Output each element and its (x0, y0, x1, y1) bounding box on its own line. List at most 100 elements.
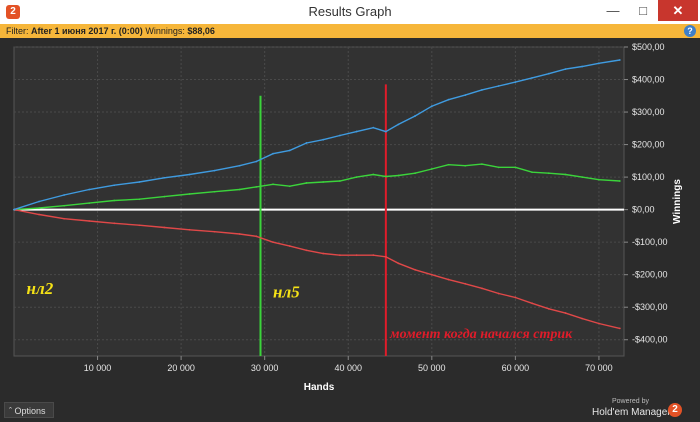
data-point-non_showdown (163, 226, 166, 229)
options-button[interactable]: ˆ Options (4, 402, 54, 418)
data-point-showdown (372, 126, 375, 129)
x-tick-label: 30 000 (251, 363, 279, 373)
data-point-showdown (531, 77, 533, 79)
data-point-net_won (384, 175, 387, 178)
data-point-showdown (255, 160, 258, 163)
x-tick-label: 60 000 (502, 363, 530, 373)
data-point-non_showdown (305, 249, 308, 252)
x-tick-label: 50 000 (418, 363, 446, 373)
x-tick-label: 70 000 (585, 363, 613, 373)
data-point-non_showdown (447, 278, 450, 281)
data-point-showdown (481, 89, 483, 91)
data-point-net_won (322, 181, 325, 183)
data-point-showdown (163, 176, 166, 179)
data-point-non_showdown (88, 220, 91, 222)
data-point-non_showdown (397, 262, 400, 265)
help-icon[interactable]: ? (684, 25, 696, 37)
data-point-non_showdown (581, 317, 584, 320)
data-point-showdown (213, 169, 216, 172)
data-point-showdown (564, 68, 567, 71)
close-button[interactable]: ✕ (658, 0, 698, 21)
filter-bar: Filter: After 1 июня 2017 г. (0:00) Winn… (0, 24, 700, 38)
data-point-showdown (272, 152, 274, 155)
y-tick-label: $200,00 (632, 140, 665, 150)
y-tick-label: -$300,00 (632, 302, 668, 312)
annotation: момент когда начался стрик (389, 327, 573, 342)
data-point-showdown (497, 85, 500, 87)
maximize-button[interactable]: □ (639, 3, 647, 18)
data-point-showdown (414, 115, 416, 117)
x-tick-label: 40 000 (334, 363, 362, 373)
data-point-non_showdown (497, 292, 500, 295)
data-point-showdown (598, 62, 600, 65)
annotation: нл5 (273, 282, 300, 301)
minimize-button[interactable]: — (606, 3, 620, 18)
data-point-showdown (88, 188, 91, 191)
data-point-net_won (531, 171, 533, 174)
data-point-net_won (447, 163, 450, 166)
y-tick-label: -$100,00 (632, 237, 668, 247)
y-tick-label: -$200,00 (632, 270, 668, 280)
data-point-net_won (63, 204, 66, 207)
y-tick-label: $500,00 (632, 42, 665, 52)
data-point-non_showdown (38, 213, 40, 216)
filter-text: Filter: After 1 июня 2017 г. (0:00) Winn… (6, 24, 215, 38)
y-axis-title: Winnings (672, 179, 683, 224)
data-point-net_won (272, 183, 274, 186)
app-logo-icon: 2 (6, 5, 20, 19)
data-point-non_showdown (464, 282, 467, 285)
data-point-showdown (188, 173, 191, 176)
data-point-non_showdown (355, 254, 358, 257)
data-point-showdown (447, 98, 450, 101)
data-point-net_won (38, 207, 40, 209)
x-tick-label: 20 000 (167, 363, 195, 373)
data-point-net_won (547, 172, 550, 175)
data-point-non_showdown (598, 322, 600, 325)
data-point-net_won (188, 193, 191, 195)
brand-name: Hold'em Manager (592, 407, 671, 418)
data-point-showdown (238, 164, 241, 167)
filter-prefix: Filter: (6, 26, 29, 36)
data-point-net_won (372, 173, 375, 176)
data-point-net_won (481, 163, 483, 165)
data-point-showdown (464, 94, 467, 97)
data-point-non_showdown (430, 273, 433, 276)
winnings-value: $88,06 (187, 26, 215, 36)
data-point-net_won (514, 166, 517, 169)
data-point-showdown (305, 142, 308, 144)
title-bar: 2 Results Graph — □ ✕ (0, 0, 700, 25)
data-point-net_won (581, 176, 584, 179)
data-point-showdown (13, 208, 15, 211)
chevron-up-icon: ˆ (9, 406, 12, 416)
data-point-showdown (430, 105, 433, 108)
data-point-non_showdown (272, 241, 274, 244)
window-title: Results Graph (308, 4, 392, 19)
data-point-non_showdown (113, 222, 116, 225)
filter-value[interactable]: After 1 июня 2017 г. (0:00) (31, 26, 143, 36)
data-point-net_won (497, 166, 500, 169)
data-point-non_showdown (322, 252, 325, 255)
data-point-showdown (113, 184, 116, 187)
powered-by-text: Powered by (612, 398, 649, 405)
data-point-showdown (138, 181, 141, 183)
data-point-showdown (384, 130, 387, 133)
y-tick-label: $0,00 (632, 205, 655, 215)
data-point-non_showdown (372, 254, 375, 257)
data-point-showdown (288, 149, 291, 152)
data-point-non_showdown (564, 312, 567, 314)
data-point-net_won (213, 190, 216, 193)
data-point-showdown (397, 123, 400, 126)
data-point-non_showdown (63, 217, 66, 220)
data-point-showdown (355, 130, 358, 133)
data-point-net_won (464, 164, 467, 167)
data-point-net_won (618, 180, 621, 182)
data-point-non_showdown (414, 268, 416, 271)
data-point-showdown (581, 65, 584, 68)
data-point-non_showdown (188, 228, 191, 231)
data-point-net_won (113, 199, 116, 202)
data-point-showdown (338, 134, 341, 137)
x-axis-title: Hands (304, 382, 335, 393)
data-point-net_won (305, 182, 308, 184)
data-point-net_won (430, 168, 433, 170)
options-label: Options (14, 406, 46, 416)
